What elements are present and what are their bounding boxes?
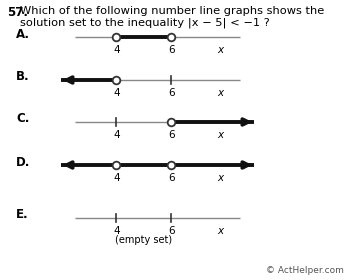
Text: 57.: 57.	[7, 6, 28, 19]
Text: x: x	[218, 88, 224, 98]
Text: (empty set): (empty set)	[115, 235, 172, 245]
Text: A.: A.	[16, 27, 30, 41]
Text: 4: 4	[113, 173, 120, 183]
Text: 4: 4	[113, 88, 120, 98]
Text: E.: E.	[16, 209, 29, 221]
Text: C.: C.	[16, 113, 29, 125]
Text: x: x	[218, 226, 224, 236]
Text: solution set to the inequality |x − 5| < −1 ?: solution set to the inequality |x − 5| <…	[20, 17, 270, 27]
Text: 6: 6	[168, 88, 175, 98]
Text: Which of the following number line graphs shows the: Which of the following number line graph…	[20, 6, 324, 16]
Text: 6: 6	[168, 226, 175, 236]
Text: x: x	[218, 173, 224, 183]
Text: x: x	[218, 45, 224, 55]
Text: B.: B.	[16, 71, 30, 83]
Text: D.: D.	[16, 155, 30, 169]
Text: x: x	[218, 130, 224, 140]
Text: 6: 6	[168, 173, 175, 183]
Text: 4: 4	[113, 45, 120, 55]
Text: 6: 6	[168, 130, 175, 140]
Text: 6: 6	[168, 45, 175, 55]
Text: © ActHelper.com: © ActHelper.com	[266, 266, 344, 275]
Text: 4: 4	[113, 226, 120, 236]
Text: 4: 4	[113, 130, 120, 140]
